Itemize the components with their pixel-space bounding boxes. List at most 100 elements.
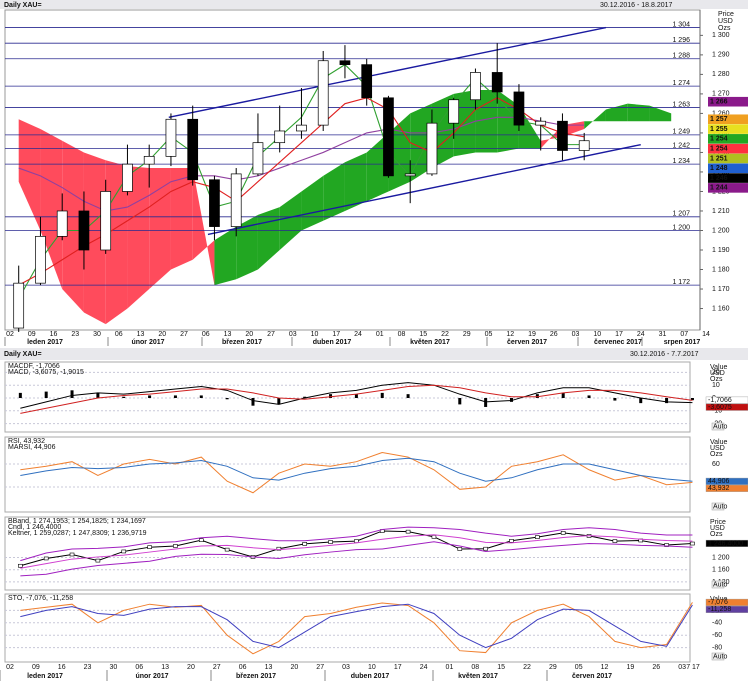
level-label: 1 200 (672, 224, 690, 231)
auto-label[interactable]: Auto (713, 503, 728, 510)
price-tag-label: 1 254 (710, 146, 728, 153)
series-line (20, 384, 693, 414)
legend-entry: MACD, -3,6075, -1,9015 (8, 369, 84, 376)
x-tick-label: 01 (376, 331, 384, 338)
cloud-segment (62, 140, 84, 313)
price-tag-label: 1 246 (710, 175, 728, 182)
price-tag-label: 1 254 (710, 136, 728, 143)
candle-body (339, 60, 351, 65)
y-tick-label: 1 260 (712, 110, 730, 117)
axis-title: USD (718, 18, 733, 25)
price-tag-label: 1 257 (710, 116, 728, 123)
candle-body (426, 122, 438, 175)
y-tick-label: 1 200 (712, 227, 730, 234)
x-tick-label: 03 (289, 331, 297, 338)
candle-body (361, 64, 373, 99)
x-tick-label: 24 (420, 664, 428, 671)
x-tick-label: 27 (180, 331, 188, 338)
axis-title: USD (710, 525, 725, 532)
price-mark (95, 558, 101, 563)
legend-entry: BBand, 1 274,1953; 1 254,1825; 1 234,169… (8, 518, 146, 525)
x-tick-label: 19 (627, 664, 635, 671)
auto-button[interactable] (711, 502, 725, 511)
cloud-segment (475, 90, 498, 153)
y-tick-label: 1 180 (712, 266, 730, 273)
candle-body (187, 118, 199, 181)
candle-body (100, 191, 112, 251)
chart-title: Daily XAU= (4, 2, 42, 9)
price-mark (405, 529, 411, 534)
auto-button[interactable] (711, 422, 725, 431)
month-label: květen 2017 (458, 673, 498, 680)
auto-label[interactable]: Auto (713, 653, 728, 660)
x-tick-label: 27 (267, 331, 275, 338)
histogram-bar (225, 398, 229, 400)
axis-title: USD (710, 370, 725, 377)
cloud-segment (127, 166, 150, 309)
value-tag (705, 396, 748, 404)
axis-title: Value (710, 439, 727, 446)
price-mark (173, 544, 178, 548)
value-tag-label: -11,258 (708, 606, 731, 613)
month-label: duben 2017 (313, 339, 352, 346)
panel-border (4, 593, 691, 663)
x-tick-label: 23 (71, 331, 79, 338)
candle-body (404, 173, 416, 177)
auto-label[interactable]: Auto (713, 581, 728, 588)
legend-entry: STO, -7,076, -11,258 (8, 595, 73, 602)
month-label: červen 2017 (572, 673, 612, 680)
price-mark (224, 547, 230, 552)
cloud-segment (388, 113, 411, 192)
series-line (20, 534, 693, 569)
x-tick-label: 20 (245, 331, 253, 338)
price-mark (457, 547, 463, 551)
histogram-bar (458, 398, 462, 405)
header-bar (0, 0, 748, 9)
level-label: 1 274 (672, 80, 690, 87)
x-tick-label: 24 (637, 331, 645, 338)
price-tag (708, 183, 748, 193)
value-tag (705, 598, 748, 606)
auto-button[interactable] (711, 580, 725, 589)
x-tick-label: 27 (213, 664, 221, 671)
cloud-segment (83, 152, 106, 325)
histogram-bar (44, 391, 48, 398)
value-tag (705, 477, 748, 485)
candle-body (35, 235, 46, 284)
x-tick-label: 22 (441, 331, 449, 338)
level-label: 1 249 (672, 129, 690, 136)
auto-label[interactable]: Auto (713, 423, 728, 430)
price-tag (708, 143, 748, 154)
price-mark (483, 546, 488, 551)
x-tick-label: 10 (311, 331, 319, 338)
price-mark (431, 535, 437, 539)
series-line (20, 451, 693, 494)
candle-body (252, 142, 264, 175)
x-tick-label: 17 (332, 331, 340, 338)
value-tag (705, 605, 748, 613)
value-tag (705, 484, 748, 492)
price-mark (354, 539, 359, 543)
price-tag (708, 96, 748, 107)
histogram-bar (251, 398, 255, 406)
cloud-segment (453, 90, 476, 157)
legend-entry: MACDF, -1,7066 (8, 363, 60, 370)
candle-body (143, 155, 155, 165)
x-tick-label: 12 (506, 331, 514, 338)
axis-title: Ozs (718, 25, 731, 32)
price-mark (612, 539, 618, 543)
x-tick-label: 30 (110, 664, 118, 671)
trendline (207, 143, 641, 236)
y-tick-label: 10 (712, 382, 720, 389)
candle-body (13, 282, 25, 329)
candle-body (209, 179, 220, 227)
price-mark (535, 535, 540, 539)
cloud-segment (366, 132, 389, 202)
y-tick-label: 1 160 (712, 305, 730, 312)
price-mark (560, 531, 566, 535)
auto-button[interactable] (711, 652, 725, 661)
panel-border (4, 361, 691, 433)
histogram-bar (122, 396, 126, 398)
x-tick-label: 14 (702, 331, 710, 338)
